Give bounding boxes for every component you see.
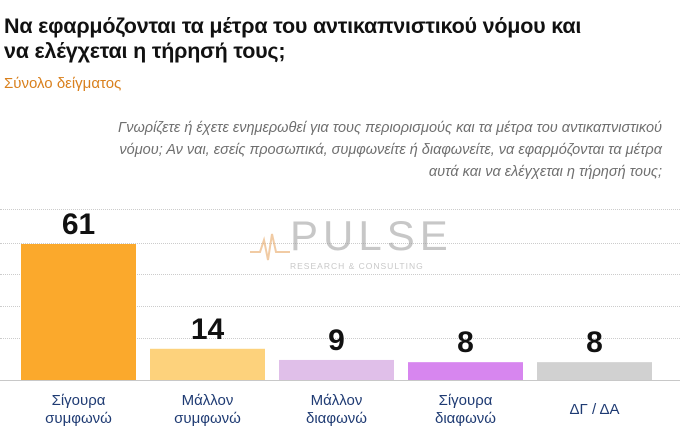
- bar-1: [21, 244, 136, 380]
- watermark-logo-sub: RESEARCH & CONSULTING: [290, 261, 424, 271]
- watermark-logo-word: PULSE: [290, 212, 453, 259]
- pulse-watermark: PULSE RESEARCH & CONSULTING: [250, 212, 448, 280]
- category-label: Σίγουρα: [52, 392, 106, 409]
- category-label: Σίγουρα: [439, 392, 493, 409]
- category-label: διαφωνώ: [435, 410, 496, 427]
- category-label: συμφωνώ: [45, 410, 112, 427]
- category-label: ΔΓ / ΔΑ: [570, 401, 620, 418]
- bar-value-label: 8: [586, 326, 603, 359]
- category-label: συμφωνώ: [174, 410, 241, 427]
- bar-value-label: 9: [328, 324, 345, 357]
- bar-4: [408, 362, 523, 380]
- gridline-dotted: [0, 338, 680, 339]
- bar-3: [279, 359, 394, 380]
- chart-subtitle: Σύνολο δείγματος: [4, 75, 122, 92]
- gridline-dotted: [0, 209, 680, 210]
- gridline-dotted: [0, 243, 680, 244]
- bar-2: [150, 348, 265, 380]
- gridline-dotted: [0, 274, 680, 275]
- category-label: Μάλλον: [182, 392, 234, 409]
- category-label: διαφωνώ: [306, 410, 367, 427]
- category-label: Μάλλον: [311, 392, 363, 409]
- bar-value-label: 14: [191, 313, 225, 346]
- survey-question: Γνωρίζετε ή έχετε ενημερωθεί για τους πε…: [117, 120, 662, 180]
- bar-value-label: 61: [62, 208, 95, 241]
- gridline-dotted: [0, 306, 680, 307]
- pulse-wave-icon: [250, 233, 290, 261]
- bar-value-label: 8: [457, 326, 474, 359]
- chart-title: Να εφαρμόζονται τα μέτρα του αντικαπνιστ…: [4, 14, 582, 63]
- bar-5: [537, 362, 652, 380]
